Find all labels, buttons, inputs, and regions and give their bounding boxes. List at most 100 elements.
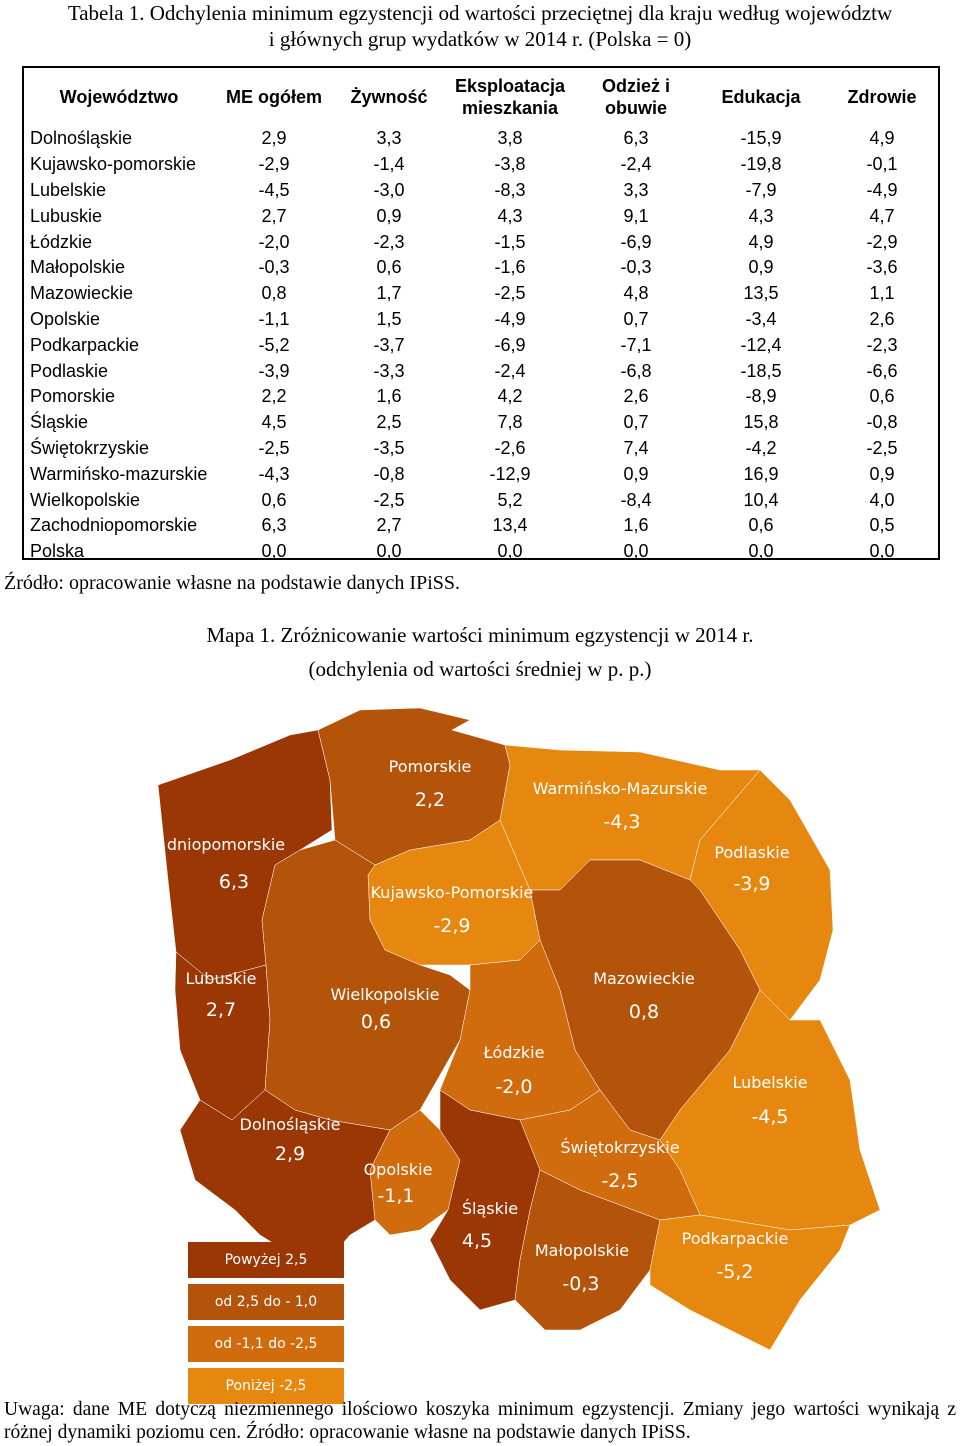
cell-region-name: Zachodniopomorskie [30, 515, 198, 536]
header-edukacja: Edukacja [721, 87, 801, 107]
table-row: Podkarpackie -5,2 -3,7 -6,9 -7,1 -12,4 -2,3 [24, 332, 938, 358]
cell-value: -2,3 [373, 231, 405, 252]
table-row: Świętokrzyskie -2,5 -3,5 -2,6 7,4 -4,2 -2,5 [24, 436, 938, 462]
cell-value: 0,0 [261, 541, 287, 562]
cell-value: -3,0 [373, 179, 405, 200]
cell-value: 4,3 [497, 205, 523, 226]
cell-value: -0,8 [866, 412, 898, 433]
cell-value: 3,3 [376, 128, 402, 149]
cell-value: 1,1 [869, 283, 895, 304]
label-value-lubelskie: -4,5 [751, 1106, 788, 1128]
table-title: Tabela 1. Odchylenia minimum egzystencji… [0, 0, 960, 52]
cell-value: -1,1 [258, 308, 290, 329]
cell-value: -8,3 [494, 179, 526, 200]
table-row: Warmińsko-mazurskie -4,3 -0,8 -12,9 0,9 16,9 0… [24, 461, 938, 487]
table-header-row: Województwo ME ogółem Żywność Eksploatac… [24, 68, 938, 126]
cell-value: 0,9 [869, 463, 895, 484]
table-source: Źródło: opracowanie własne na podstawie … [4, 572, 461, 594]
cell-value: 4,8 [623, 283, 649, 304]
label-name-lubelskie: Lubelskie [732, 1073, 807, 1092]
cell-value: -2,6 [494, 437, 526, 458]
cell-value: -0,3 [258, 257, 290, 278]
poland-map: dniopomorskie 6,3 Pomorskie 2,2 Warmińsk… [157, 707, 881, 1351]
table-row: Opolskie -1,1 1,5 -4,9 0,7 -3,4 2,6 [24, 307, 938, 333]
cell-value: 0,9 [748, 257, 774, 278]
table-row: Lubuskie 2,7 0,9 4,3 9,1 4,3 4,7 [24, 203, 938, 229]
cell-value: 4,9 [869, 128, 895, 149]
table-row: Dolnośląskie 2,9 3,3 3,8 6,3 -15,9 4,9 [24, 126, 938, 152]
data-table-frame: Województwo ME ogółem Żywność Eksploatac… [22, 66, 940, 561]
cell-value: -15,9 [740, 128, 782, 149]
table-row: Pomorskie 2,2 1,6 4,2 2,6 -8,9 0,6 [24, 384, 938, 410]
cell-value: -6,8 [620, 360, 652, 381]
cell-value: 4,2 [497, 386, 523, 407]
cell-value: 7,8 [497, 412, 523, 433]
table-row: Lubelskie -4,5 -3,0 -8,3 3,3 -7,9 -4,9 [24, 178, 938, 204]
cell-value: -19,8 [740, 154, 782, 175]
cell-value: -0,8 [373, 463, 405, 484]
label-value-kujawsko: -2,9 [433, 915, 470, 937]
cell-value: 1,6 [376, 386, 402, 407]
cell-value: 4,0 [869, 489, 895, 510]
cell-region-name: Kujawsko-pomorskie [30, 154, 197, 175]
label-value-wielkopolskie: 0,6 [361, 1011, 391, 1033]
table-row: Mazowieckie 0,8 1,7 -2,5 4,8 13,5 1,1 [24, 281, 938, 307]
table-row: Zachodniopomorskie 6,3 2,7 13,4 1,6 0,6 0,5 [24, 513, 938, 539]
table-row: Podlaskie -3,9 -3,3 -2,4 -6,8 -18,5 -6,6 [24, 358, 938, 384]
cell-value: -3,5 [373, 437, 405, 458]
cell-region-name: Śląskie [30, 412, 89, 433]
cell-value: -6,9 [620, 231, 652, 252]
map-legend: Powyżej 2,5 od 2,5 do - 1,0 od -1,1 do -… [188, 1242, 344, 1410]
legend-item-minus-1-1-to-minus-2-5: od -1,1 do -2,5 [188, 1326, 344, 1362]
cell-value: -3,7 [373, 334, 405, 355]
header-eksploatacja: Eksploatacja mieszkania [454, 76, 566, 118]
label-name-podkarpackie: Podkarpackie [682, 1229, 789, 1248]
cell-value: -1,5 [494, 231, 526, 252]
cell-value: 3,8 [497, 128, 523, 149]
cell-value: -2,5 [373, 489, 405, 510]
label-value-mazowieckie: 0,8 [629, 1001, 659, 1023]
cell-value: 0,0 [497, 541, 523, 562]
cell-region-name: Podkarpackie [30, 334, 140, 355]
label-name-warminsko: Warmińsko-Mazurskie [533, 779, 708, 798]
table-row: Łódzkie -2,0 -2,3 -1,5 -6,9 4,9 -2,9 [24, 229, 938, 255]
cell-region-name: Dolnośląskie [30, 128, 133, 149]
label-value-podkarpackie: -5,2 [716, 1261, 753, 1283]
cell-value: 4,3 [748, 205, 774, 226]
cell-value: -2,5 [258, 437, 290, 458]
region-podkarpackie [649, 1214, 851, 1351]
header-me-ogolem: ME ogółem [225, 87, 322, 107]
cell-region-name: Małopolskie [30, 257, 126, 278]
cell-value: 2,5 [376, 412, 402, 433]
cell-value: -2,5 [866, 437, 898, 458]
cell-value: 2,2 [261, 386, 287, 407]
data-table: Województwo ME ogółem Żywność Eksploatac… [24, 68, 938, 565]
cell-value: -3,6 [866, 257, 898, 278]
label-name-zachodniopomorskie: dniopomorskie [167, 835, 285, 854]
cell-value: 0,0 [623, 541, 649, 562]
cell-region-name: Podlaskie [30, 360, 109, 381]
cell-region-name: Opolskie [30, 308, 101, 329]
cell-value: 2,6 [869, 308, 895, 329]
cell-value: -6,6 [866, 360, 898, 381]
cell-value: 0,8 [261, 283, 287, 304]
cell-value: 0,0 [869, 541, 895, 562]
footnote: Uwaga: dane ME dotyczą niezmiennego iloś… [4, 1399, 956, 1443]
cell-value: -4,2 [745, 437, 777, 458]
cell-value: 2,7 [261, 205, 287, 226]
cell-value: -7,9 [745, 179, 777, 200]
cell-value: -7,1 [620, 334, 652, 355]
cell-value: -2,4 [620, 154, 652, 175]
cell-value: -5,2 [258, 334, 290, 355]
cell-value: -4,3 [258, 463, 290, 484]
cell-region-name: Pomorskie [30, 386, 116, 407]
cell-value: -2,0 [258, 231, 290, 252]
label-name-slaskie: Śląskie [462, 1199, 518, 1218]
cell-value: 0,6 [748, 515, 774, 536]
cell-value: 15,8 [743, 412, 779, 433]
cell-region-name: Wielkopolskie [30, 489, 141, 510]
cell-value: -4,9 [494, 308, 526, 329]
header-zdrowie: Zdrowie [847, 87, 917, 107]
label-value-swietokrzyskie: -2,5 [601, 1170, 638, 1192]
header-wojewodztwo: Województwo [59, 87, 179, 107]
